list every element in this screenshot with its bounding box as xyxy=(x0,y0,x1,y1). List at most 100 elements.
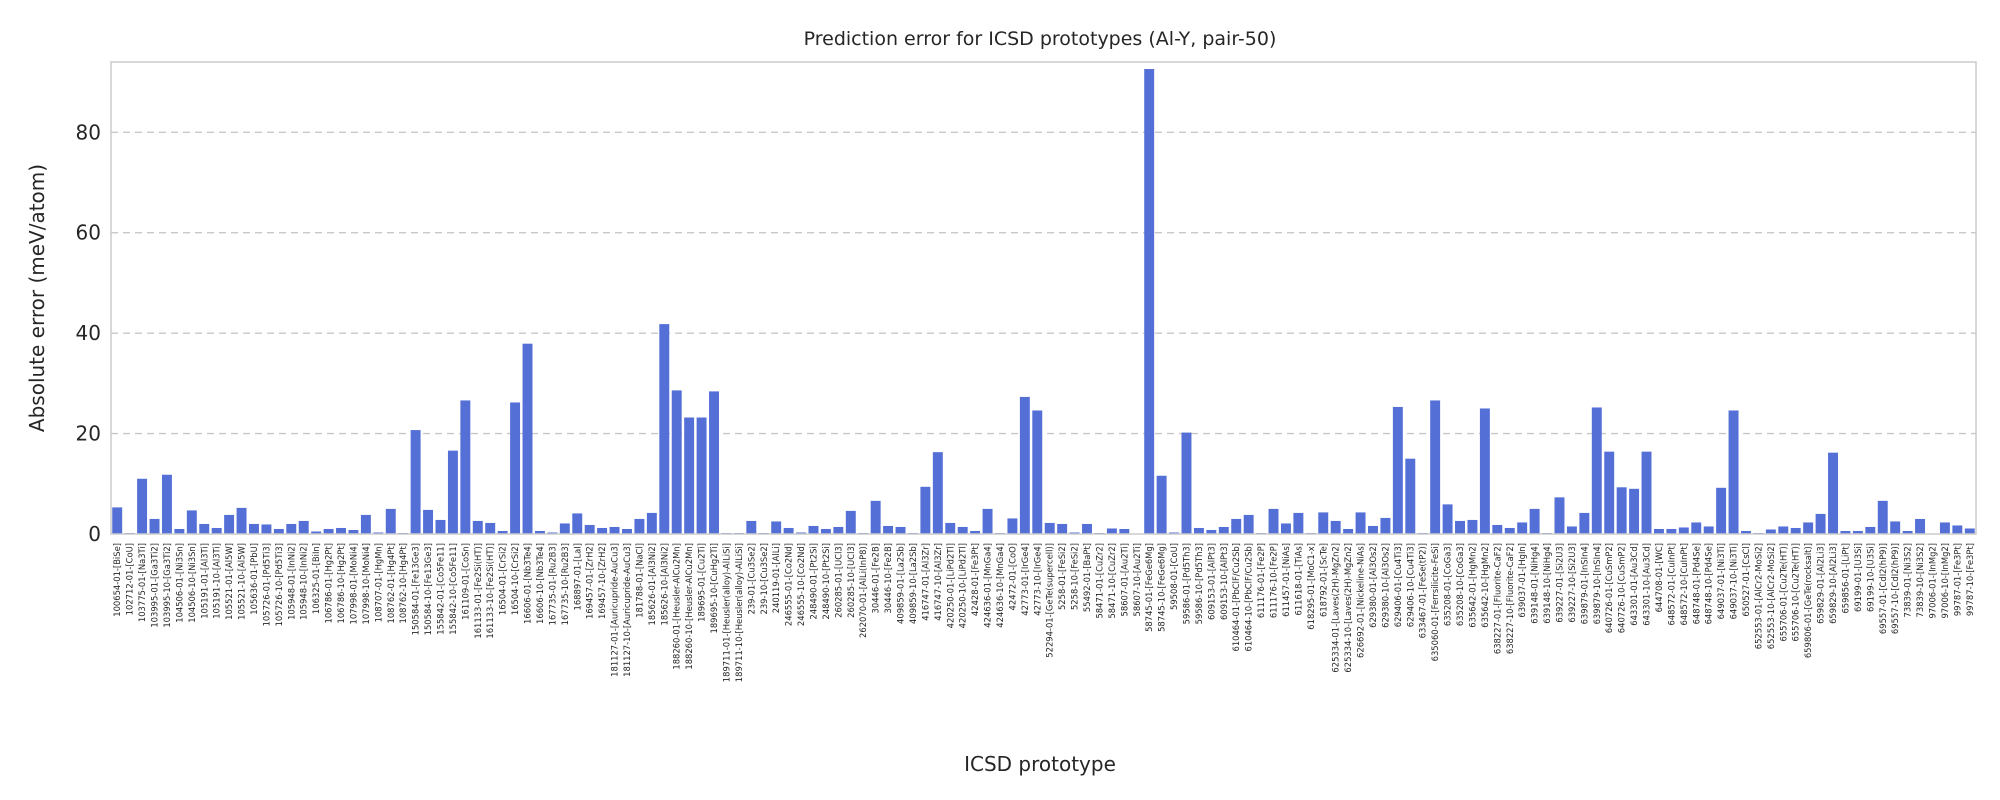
bar xyxy=(410,430,421,534)
x-tick-label: 416747-10-[Al3Zr] xyxy=(933,543,943,621)
x-tick-label: 42773-01-[IrGe4] xyxy=(1020,543,1030,616)
x-tick-label: 181127-10-[Auricupride-AuCu3] xyxy=(622,543,632,677)
bar xyxy=(1803,522,1814,534)
x-tick-label: 105948-01-[InNi2] xyxy=(286,543,296,620)
x-tick-label: 416747-01-[Al3Zr] xyxy=(920,543,930,621)
bar xyxy=(1790,527,1801,534)
bar xyxy=(833,526,844,534)
bar xyxy=(1293,512,1304,534)
x-tick-label: 188260-01-[Heusler-AlCu2Mn] xyxy=(672,543,682,670)
bar xyxy=(522,343,533,534)
x-tick-label: 652553-10-[AlCr2-MoSi2] xyxy=(1766,543,1776,649)
x-tick-label: 611457-01-[NiAs] xyxy=(1281,543,1291,617)
x-tick-label: 611618-01-[TiAs] xyxy=(1293,543,1303,615)
bar xyxy=(1517,522,1528,534)
bar xyxy=(1716,487,1727,534)
bar xyxy=(236,507,247,534)
x-tick-label: 246555-10-[Co2Nd] xyxy=(796,543,806,626)
bar xyxy=(286,523,297,534)
x-tick-label: 635208-10-[CoGa3] xyxy=(1455,543,1465,626)
x-tick-label: 639227-10-[Si2U3] xyxy=(1567,543,1577,623)
bar xyxy=(1430,400,1441,534)
bar xyxy=(137,478,148,534)
x-axis-ticks: 100654-01-[BiSe] 102712-01-[CoU] 103775-01… xyxy=(112,543,1975,682)
x-tick-label: 611176-01-[Fe2P] xyxy=(1256,543,1266,618)
bar xyxy=(385,508,396,534)
x-tick-label: 105191-01-[Al3Ti] xyxy=(199,543,209,619)
x-tick-label: 248490-10-[Pt2Si] xyxy=(821,543,831,620)
x-tick-label: 106786-01-[Hg2Pt] xyxy=(324,543,334,623)
x-tick-label: 248490-01-[Pt2Si] xyxy=(808,543,818,620)
bar xyxy=(112,507,123,534)
x-tick-label: 58745-01-[FeGe6Mg] xyxy=(1144,543,1154,632)
y-axis-ticks: 0 20 40 60 80 xyxy=(76,120,101,546)
bar xyxy=(1778,526,1789,534)
x-tick-label: 169457-01-[ZrH2] xyxy=(585,543,595,619)
x-tick-label: 99787-10-[Fe3Pt] xyxy=(1965,543,1975,616)
bar xyxy=(646,512,657,534)
y-tick-label: 80 xyxy=(76,120,101,144)
bar xyxy=(224,514,235,534)
bar xyxy=(1268,508,1279,534)
bars xyxy=(112,69,1975,534)
bar xyxy=(970,530,981,534)
x-tick-label: 181127-01-[Auricupride-AuCu3] xyxy=(610,543,620,677)
bar xyxy=(895,526,906,534)
bar xyxy=(622,528,632,534)
bar xyxy=(1442,504,1453,534)
bar xyxy=(1616,487,1627,534)
x-tick-label: 161133-01-[Fe2Si(HT)] xyxy=(473,543,483,639)
bar xyxy=(1280,523,1291,534)
bar xyxy=(1653,528,1664,534)
x-tick-label: 168897-01-[LaI] xyxy=(572,543,582,610)
bar xyxy=(460,400,471,534)
bar xyxy=(510,402,521,534)
bar xyxy=(323,528,334,534)
x-tick-label: 108762-01-[Hg4Pt] xyxy=(386,543,396,623)
x-tick-label: 639879-01-[InSIn4] xyxy=(1579,543,1589,624)
bar xyxy=(1952,525,1963,534)
x-tick-label: 639148-01-[NiHg4] xyxy=(1530,543,1540,624)
bar xyxy=(261,524,272,534)
y-tick-label: 20 xyxy=(76,422,101,446)
x-tick-label: 643301-01-[Au3Cd] xyxy=(1629,543,1639,626)
x-tick-label: 189711-10-[Heusler(alloy)-AlLiSi] xyxy=(734,543,744,682)
bar xyxy=(808,525,819,534)
bar xyxy=(572,513,583,534)
bar xyxy=(957,526,968,534)
x-tick-label: 102712-01-[CoU] xyxy=(125,543,135,615)
bar xyxy=(1765,529,1776,534)
bar xyxy=(597,527,608,534)
x-tick-label: 246555-01-[Co2Nd] xyxy=(784,543,794,626)
bar xyxy=(634,518,645,534)
bar xyxy=(1678,527,1689,534)
x-tick-label: 648572-01-[CuInPt] xyxy=(1666,543,1676,625)
bar xyxy=(1193,527,1204,534)
x-tick-label: 16606-01-[Nb3Te4] xyxy=(523,543,533,624)
bar xyxy=(982,508,993,534)
bar xyxy=(1007,518,1018,534)
bar xyxy=(174,528,185,534)
bar xyxy=(1579,512,1590,534)
x-tick-label: 5258-01-[FeSi2] xyxy=(1057,543,1067,610)
bar xyxy=(1019,396,1030,534)
x-tick-label: 103775-01-[Na3Ti] xyxy=(137,543,147,622)
bar xyxy=(1467,519,1478,534)
x-tick-label: 609153-10-[AlPt3] xyxy=(1219,543,1229,620)
x-tick-label: 150584-01-[Fe13Ge3] xyxy=(411,543,421,635)
x-tick-label: 239-10-[Cu3Se2] xyxy=(759,543,769,615)
bar xyxy=(796,532,807,534)
x-tick-label: 659856-01-[LiPt] xyxy=(1840,543,1850,614)
bar xyxy=(1218,526,1229,534)
x-tick-label: 150584-10-[Fe13Ge3] xyxy=(423,543,433,635)
bar xyxy=(932,452,943,534)
bar xyxy=(336,527,346,534)
x-tick-label: 105636-01-[PbU] xyxy=(249,543,259,615)
x-tick-label: 638227-10-[Fluorite-CaF2] xyxy=(1505,543,1515,654)
bar xyxy=(1629,488,1640,534)
bar xyxy=(783,527,794,534)
x-tick-label: 16606-10-[Nb3Te4] xyxy=(535,543,545,624)
bar xyxy=(273,528,284,534)
x-tick-label: 42773-10-[IrGe4] xyxy=(1032,543,1042,616)
x-tick-label: 99787-01-[Fe3Pt] xyxy=(1952,543,1962,616)
